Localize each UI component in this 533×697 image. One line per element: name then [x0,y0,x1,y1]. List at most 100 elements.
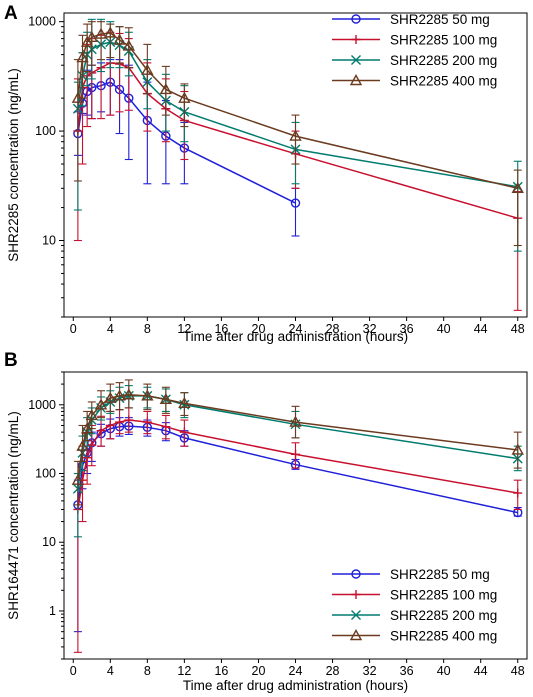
panel-a-series-line [77,32,518,190]
panel-b-legend-marker [351,610,361,620]
panel-b-y-tick-label: 1000 [28,398,56,412]
panel-a-data-point [94,27,108,39]
panel-a-y-tick-label: 10 [42,234,56,248]
panel-a-legend-marker [351,14,361,24]
panel-b-x-tick-label: 48 [511,664,525,678]
panel-b-data-point [161,422,171,432]
panel-b-data-point [76,439,89,451]
panel-a-legend-marker [351,55,361,65]
panel-b-data-point [85,408,98,421]
panel-a-x-tick-label: 40 [437,322,451,336]
panel-a-legend-marker [349,74,363,86]
panel-a-x-tick-label: 16 [214,322,228,336]
panel-b-data-point [142,417,152,427]
panel-b-y-tick-label: 10 [42,535,56,549]
panel-b-data-point [289,415,302,427]
panel-a-data-point [122,39,136,51]
panel-b-data-point [104,391,117,403]
panel-a-data-area [71,18,524,311]
panel-a-data-point [104,26,117,38]
panel-b-data-point [105,420,115,430]
panel-b-legend-marker [351,569,361,579]
panel-a-data-point [511,181,524,194]
panel-a-legend-marker [351,35,361,44]
panel-b-series-4 [71,379,524,506]
panel-b-data-point [94,398,108,410]
panel-b-x-tick-label: 24 [289,664,303,678]
panel-a-data-point [85,30,98,42]
panel-a-data-point [141,63,154,75]
panel-b-x-tick-label: 20 [252,664,266,678]
panel-b-legend: SHR2285 50 mg SHR2285 100 mg SHR2285 200 m… [332,567,497,644]
panel-a-data-point [76,51,89,63]
panel-a-x-tick-label: 32 [363,322,377,336]
panel-b-x-tick-label: 36 [400,664,414,678]
panel-b-data-point [82,453,92,463]
panel-b: B 0 4 8 12 16 20 24 28 32 36 40 44 481101001000Time … [4,350,528,693]
panel-b-series-line [77,393,518,481]
panel-a-y-axis-title: SHR2285 concentration (ng/mL) [6,68,21,262]
panel-b-legend-label: SHR2285 50 mg [390,567,490,582]
panel-a-y-tick-label: 100 [35,124,56,138]
panel-b-letter: B [4,350,18,371]
panel-a-x-tick-label: 20 [252,322,266,336]
panel-a-x-axis-title: Time after drug administration (hours) [183,329,408,344]
panel-b-data-point [291,449,300,459]
panel-b-y-tick-label: 100 [35,467,56,481]
panel-b-data-area [71,379,524,653]
panel-b-data-point [511,443,524,455]
panel-b-x-tick-label: 40 [437,664,451,678]
panel-b-data-point [71,473,85,485]
panel-b-data-point [87,440,97,450]
panel-a-x-tick-label: 4 [107,322,114,336]
panel-b-data-point [124,415,134,425]
panel-b-data-point [178,396,191,409]
panel-b-legend-label: SHR2285 400 mg [390,629,497,644]
panel-a-legend-label: SHR2285 100 mg [390,33,497,48]
panel-b-data-point [113,389,126,401]
panel-a-data-point [289,129,302,141]
panel-a-series-4 [71,21,524,247]
panel-b-data-point [179,427,189,437]
panel-b-legend-label: SHR2285 200 mg [390,608,497,623]
panel-b-x-tick-label: 8 [144,664,151,678]
panel-a-x-tick-label: 0 [70,322,77,336]
panel-b-x-tick-label: 0 [70,664,77,678]
panel-a-x-tick-label: 36 [400,322,414,336]
panel-a-letter: A [4,3,18,24]
panel-b-data-point [122,388,136,400]
panel-a-data-point [159,83,173,95]
panel-b-data-point [159,392,173,405]
panel-a-legend: SHR2285 50 mg SHR2285 100 mg SHR2285 200 m… [332,12,497,89]
panel-a-legend-label: SHR2285 400 mg [390,74,497,89]
panel-a-x-tick-label: 48 [511,322,525,336]
panel-b-data-point [96,426,106,436]
panel-b-data-point [141,389,154,401]
panel-a-y-tick-label: 1000 [28,15,56,29]
panel-a-data-point [113,33,126,45]
panel-b-legend-marker [349,629,363,641]
panel-b-x-tick-label: 4 [107,664,114,678]
panel-b-x-tick-label: 28 [326,664,340,678]
panel-a-data-point [71,91,85,103]
panel-b-legend-label: SHR2285 100 mg [390,588,497,603]
panel-b-data-point [115,417,125,427]
panel-b-x-tick-label: 12 [177,664,191,678]
panel-a-x-tick-label: 12 [177,322,191,336]
panel-b-x-tick-label: 16 [214,664,228,678]
panel-b-y-tick-label: 1 [49,604,56,618]
panel-b-data-point [513,488,523,498]
panel-b-legend-marker [351,590,361,599]
panel-b-x-tick-label: 32 [363,664,377,678]
panel-a-data-point [178,91,191,103]
panel-a-x-tick-label: 24 [289,322,303,336]
panel-a-x-tick-label: 8 [144,322,151,336]
panel-b-data-point [80,422,94,434]
panel-a-x-tick-label: 44 [474,322,488,336]
panel-a-data-point [290,198,301,208]
